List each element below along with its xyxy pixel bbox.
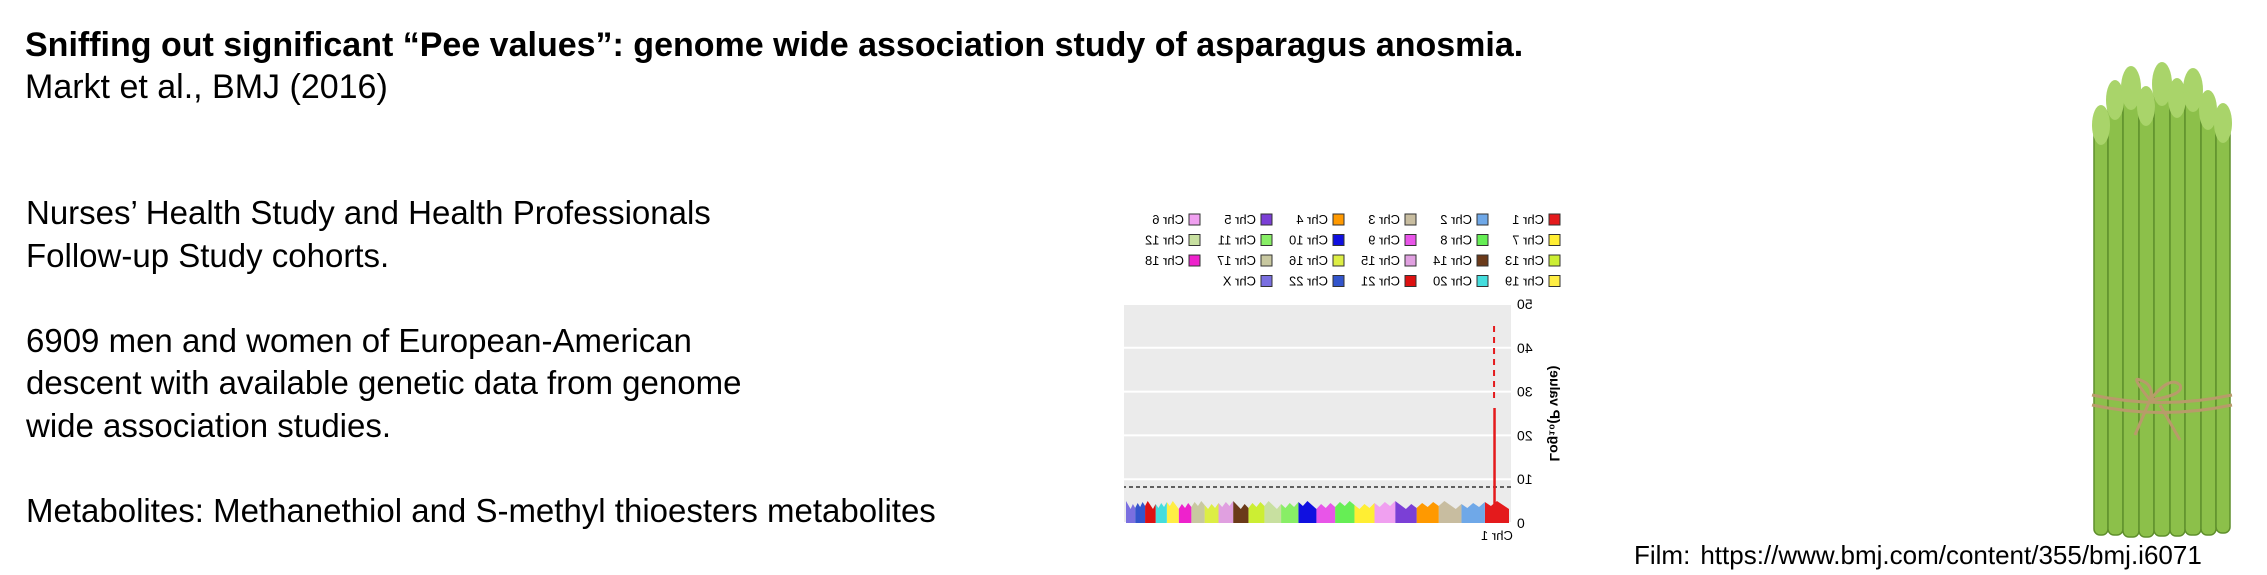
chromosome-block bbox=[1374, 501, 1396, 523]
y-tick-label: 50 bbox=[1517, 296, 1533, 312]
legend-label: Chr 3 bbox=[1368, 212, 1400, 227]
chromosome-block bbox=[1438, 501, 1462, 523]
chromosome-block bbox=[1264, 501, 1282, 523]
legend-swatch bbox=[1548, 275, 1561, 287]
legend-label: Chr 5 bbox=[1224, 212, 1256, 227]
legend-label: Chr 7 bbox=[1512, 233, 1544, 248]
paragraph: 6909 men and women of European-American d… bbox=[26, 320, 936, 448]
chromosome-block bbox=[1298, 501, 1317, 523]
text-line: wide association studies. bbox=[26, 406, 392, 444]
legend-label: Chr 21 bbox=[1361, 274, 1400, 289]
legend-label: Chr 12 bbox=[1145, 233, 1184, 248]
legend-swatch bbox=[1260, 234, 1273, 246]
asparagus bbox=[2091, 62, 2233, 538]
legend-swatch bbox=[1188, 213, 1201, 226]
legend-swatch bbox=[1332, 275, 1345, 287]
legend-label: Chr 14 bbox=[1433, 253, 1472, 268]
x-axis-label: Chr 1 bbox=[1481, 528, 1513, 543]
legend-swatch bbox=[1260, 254, 1273, 267]
footer-label: Film: bbox=[1634, 540, 1691, 570]
chromosome-block bbox=[1354, 503, 1375, 523]
chromosome-block bbox=[1191, 501, 1205, 523]
legend-swatch bbox=[1332, 254, 1345, 267]
legend-swatch bbox=[1188, 254, 1201, 267]
legend-swatch bbox=[1476, 213, 1489, 226]
legend-swatch bbox=[1476, 234, 1489, 246]
legend-label: Chr 15 bbox=[1361, 253, 1400, 268]
legend-swatch bbox=[1260, 275, 1273, 287]
film-link[interactable]: https://www.bmj.com/content/355/bmj.i607… bbox=[1700, 540, 2202, 570]
legend-swatch bbox=[1260, 213, 1273, 226]
legend-swatch bbox=[1404, 213, 1417, 226]
chromosome-block bbox=[1126, 501, 1136, 523]
chromosome-block bbox=[1484, 501, 1509, 523]
legend-swatch bbox=[1332, 234, 1345, 246]
text-line: 6909 men and women of European-American bbox=[26, 321, 692, 359]
body-text: Nurses’ Health Study and Health Professi… bbox=[26, 192, 936, 575]
chromosome-block bbox=[1281, 502, 1299, 523]
chromosome-block bbox=[1166, 501, 1179, 523]
legend-swatch bbox=[1404, 234, 1417, 246]
plot-background bbox=[1124, 304, 1511, 523]
y-tick-label: 10 bbox=[1517, 471, 1533, 487]
legend-label: Chr 22 bbox=[1289, 274, 1328, 289]
legend-label: Chr 4 bbox=[1296, 212, 1328, 227]
legend-swatch bbox=[1188, 234, 1201, 246]
chromosome-block bbox=[1461, 502, 1485, 523]
legend-swatch bbox=[1332, 213, 1345, 226]
legend-swatch bbox=[1404, 254, 1417, 267]
chromosome-block bbox=[1135, 502, 1146, 523]
manhattan-plot: 0 10 20 30 40 50 Log₁₀(P value) Chr 1 Chr 2 Chr 3… bbox=[1124, 212, 1563, 543]
chromosome-block bbox=[1145, 501, 1156, 523]
y-tick-label: 40 bbox=[1517, 340, 1533, 356]
legend-label: Chr 8 bbox=[1440, 233, 1472, 248]
legend-label: Chr X bbox=[1222, 274, 1256, 289]
legend-label: Chr 2 bbox=[1440, 212, 1472, 227]
legend-label: Chr 18 bbox=[1145, 253, 1184, 268]
text-line: descent with available genetic data from… bbox=[26, 364, 742, 401]
chromosome-block bbox=[1316, 503, 1336, 523]
legend-swatch bbox=[1476, 254, 1489, 267]
legend-swatch bbox=[1548, 213, 1561, 226]
chromosome-block bbox=[1204, 503, 1219, 523]
slide-title: Sniffing out significant “Pee values”: g… bbox=[25, 26, 1524, 64]
legend-swatch bbox=[1548, 234, 1561, 246]
chromosome-block bbox=[1155, 502, 1167, 523]
footer: Film: https://www.bmj.com/content/355/bmj… bbox=[1634, 540, 2202, 571]
text-line: Follow-up Study cohorts. bbox=[26, 236, 390, 274]
y-tick-label: 0 bbox=[1517, 515, 1525, 531]
legend-label: Chr 20 bbox=[1433, 274, 1472, 289]
legend-label: Chr 10 bbox=[1289, 233, 1328, 248]
chromosome-block bbox=[1416, 502, 1439, 523]
text-line: Metabolites: Methanethiol and S-methyl t… bbox=[26, 491, 936, 529]
chromosome-block bbox=[1335, 501, 1355, 523]
text-line: Nurses’ Health Study and Health Professi… bbox=[26, 194, 711, 231]
legend-label: Chr 19 bbox=[1505, 274, 1544, 289]
legend-label: Chr 16 bbox=[1289, 253, 1328, 268]
chromosome-block bbox=[1395, 501, 1417, 523]
chromosome-block bbox=[1248, 502, 1265, 523]
legend-label: Chr 6 bbox=[1152, 212, 1184, 227]
legend-swatch bbox=[1404, 275, 1417, 287]
chromosome-block bbox=[1178, 503, 1192, 523]
chromosome-block bbox=[1218, 501, 1234, 523]
y-tick-label: 30 bbox=[1517, 384, 1533, 400]
legend-label: Chr 11 bbox=[1218, 233, 1256, 248]
citation: Markt et al., BMJ (2016) bbox=[25, 68, 388, 106]
legend-label: Chr 9 bbox=[1368, 233, 1400, 248]
y-tick-label: 20 bbox=[1517, 427, 1533, 443]
paragraph: Nurses’ Health Study and Health Professi… bbox=[26, 192, 936, 277]
legend-label: Chr 1 bbox=[1512, 212, 1544, 227]
chromosome-block bbox=[1233, 501, 1249, 523]
legend-swatch bbox=[1548, 254, 1561, 267]
paragraph: Metabolites: Methanethiol and S-methyl t… bbox=[26, 490, 936, 533]
legend-swatch bbox=[1476, 275, 1489, 287]
legend-label: Chr 17 bbox=[1217, 253, 1256, 268]
legend-label: Chr 13 bbox=[1505, 253, 1544, 268]
y-axis-label: Log₁₀(P value) bbox=[1547, 366, 1563, 462]
